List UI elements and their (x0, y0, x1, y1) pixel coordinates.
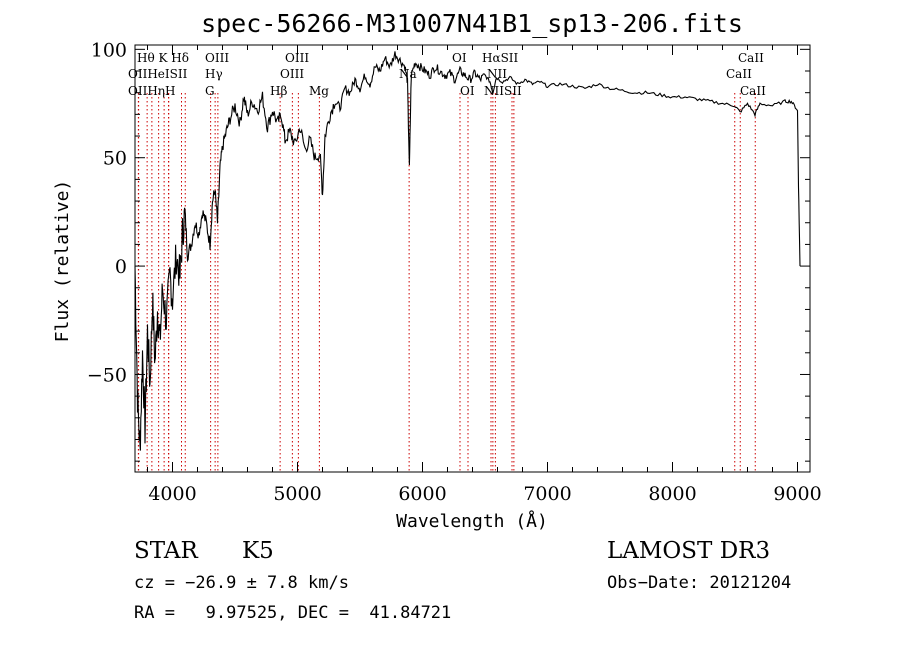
obs-date: Obs−Date: 20121204 (607, 573, 792, 593)
line-labels: Hθ K Hδ OIIHeISII OIIHηH OIII Hγ G OIII OIII Hβ M… (128, 51, 766, 98)
y-tick-label: 100 (91, 39, 127, 61)
line-label: HαSII (482, 51, 519, 65)
plot-frame (134, 44, 811, 473)
line-label: G (205, 84, 215, 98)
line-label: NII (487, 67, 507, 81)
line-label: OI (452, 51, 467, 65)
x-tick-label: 4000 (148, 483, 196, 505)
class-label: STAR (134, 538, 198, 564)
line-label: OIIHeISII (128, 67, 188, 81)
line-label: CaII (738, 51, 764, 65)
y-tick-label: 50 (103, 148, 127, 170)
line-marks (137, 93, 756, 472)
line-label: NIISII (484, 84, 522, 98)
x-tick-label: 5000 (273, 483, 321, 505)
axis-ticks: 4000 5000 6000 7000 8000 9000 −50 0 50 100 (87, 39, 822, 505)
flux-series (134, 51, 801, 451)
cz-value: cz = −26.9 ± 7.8 km/s (134, 573, 349, 593)
survey-label: LAMOST DR3 (607, 538, 771, 564)
y-tick-label: 0 (115, 256, 127, 278)
x-tick-label: 8000 (648, 483, 696, 505)
line-label: Hβ (270, 84, 287, 98)
line-label: OI (460, 84, 475, 98)
x-tick-label: 6000 (398, 483, 446, 505)
line-label: Hγ (205, 67, 223, 81)
coordinates: RA = 9.97525, DEC = 41.84721 (134, 603, 452, 623)
y-axis-label: Flux (relative) (52, 180, 73, 343)
line-label: OIII (285, 51, 309, 65)
line-label: Mg (309, 84, 329, 98)
x-tick-label: 7000 (523, 483, 571, 505)
plot-axes (134, 44, 811, 473)
x-axis-label: Wavelength (Å) (396, 510, 548, 532)
flux-line (134, 51, 801, 451)
chart-title: spec-56266-M31007N41B1_sp13-206.fits (201, 9, 743, 38)
line-label: CaII (740, 84, 766, 98)
line-label: Hθ K Hδ (137, 51, 189, 65)
line-label: OIII (205, 51, 229, 65)
subclass-label: K5 (242, 538, 274, 564)
line-label: OIII (280, 67, 304, 81)
line-label: CaII (726, 67, 752, 81)
y-tick-label: −50 (87, 364, 127, 386)
line-label: OIIHηH (128, 84, 175, 98)
x-tick-label: 9000 (773, 483, 821, 505)
line-label: Na (399, 67, 417, 81)
